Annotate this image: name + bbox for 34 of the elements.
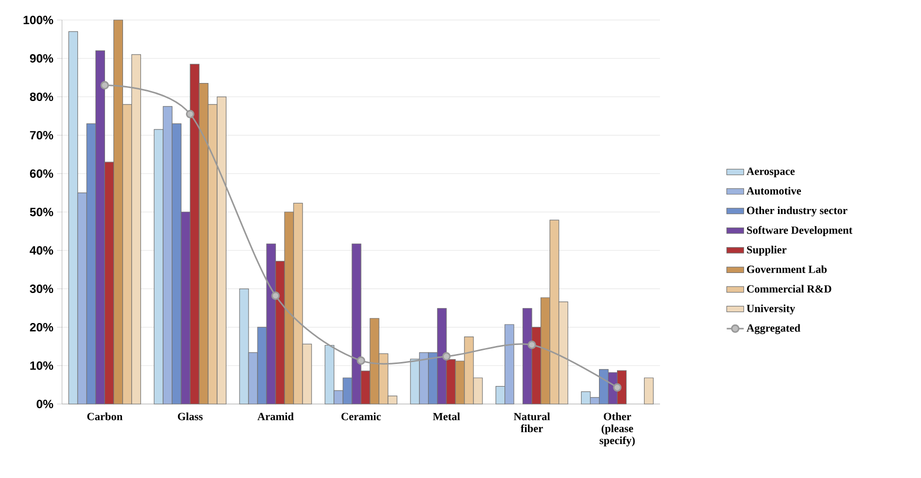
- x-tick-label: Natural fiber: [514, 412, 550, 432]
- legend-label: Other industry sector: [747, 206, 848, 216]
- legend-label: Government Lab: [747, 265, 827, 274]
- y-tick-label: 100%: [24, 16, 54, 24]
- point: [186, 110, 194, 118]
- y-tick-label: 30%: [30, 284, 54, 294]
- bar: [644, 378, 654, 404]
- legend-label: Commercial R&D: [747, 284, 832, 293]
- point: [442, 352, 451, 361]
- y-tick-label: 70%: [30, 130, 54, 140]
- y-tick-label: 50%: [30, 208, 54, 216]
- y-tick-label: 20%: [30, 322, 54, 332]
- x-tick-label: Metal: [432, 412, 460, 420]
- y-tick-label: 80%: [30, 92, 54, 102]
- x-tick-label: Ceramic: [341, 412, 381, 420]
- point: [271, 291, 280, 300]
- x-tick-label: Glass: [178, 412, 203, 420]
- legend-label: Aggregated: [746, 324, 800, 334]
- point: [356, 356, 366, 365]
- y-tick-label: 10%: [30, 361, 54, 370]
- x-tick-label: Aramid: [257, 412, 294, 420]
- x-tick-label: Other (please specify): [600, 412, 635, 446]
- point: [528, 340, 536, 350]
- legend-label: Supplier: [747, 246, 786, 256]
- legend-label: University: [746, 304, 796, 314]
- legend-label: Automotive: [746, 186, 801, 195]
- point: [100, 81, 109, 90]
- y-tick-label: 0%: [36, 400, 54, 408]
- y-tick-label: 60%: [30, 169, 54, 178]
- x-tick-label: Carbon: [87, 412, 123, 420]
- legend-label: Software Development: [747, 226, 852, 236]
- y-tick-label: 90%: [30, 54, 54, 63]
- y-tick-label: 40%: [30, 246, 54, 255]
- legend-label: Aerospace: [746, 168, 795, 178]
